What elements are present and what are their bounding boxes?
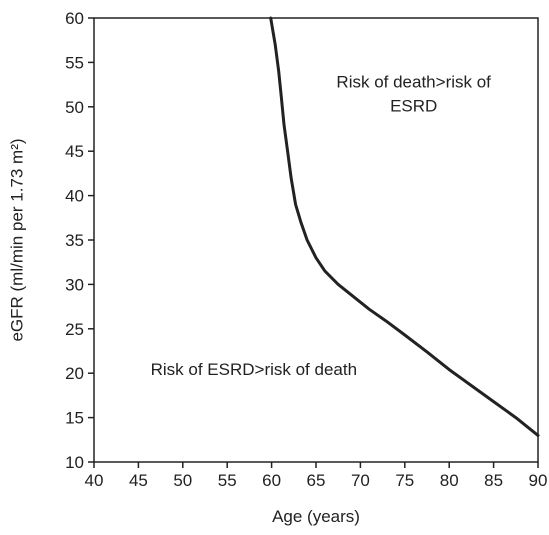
plot-area bbox=[269, 16, 540, 437]
risk-threshold-curve bbox=[269, 16, 540, 437]
annotation-0-line-1: ESRD bbox=[390, 96, 437, 115]
axis-ticks: 40 45 50 55 60 65 70 75 80 85 90 10 15 20 25 30 35 40 45 50… bbox=[65, 9, 547, 490]
y-tick-label-50: 50 bbox=[65, 98, 84, 117]
annotation-1-line-0: Risk of ESRD>risk of death bbox=[151, 360, 357, 379]
y-axis-label: eGFR (ml/min per 1.73 m²) bbox=[7, 138, 26, 341]
y-tick-label-20: 20 bbox=[65, 364, 84, 383]
y-tick-label-45: 45 bbox=[65, 142, 84, 161]
x-tick-label-70: 70 bbox=[351, 471, 370, 490]
x-tick-label-65: 65 bbox=[307, 471, 326, 490]
y-tick-label-10: 10 bbox=[65, 453, 84, 472]
annotation-0-line-0: Risk of death>risk of bbox=[336, 72, 491, 91]
annotations: Risk of death>risk of ESRD Risk of ESRD>ri… bbox=[151, 72, 492, 378]
plot-frame bbox=[93, 17, 539, 463]
y-tick-label-15: 15 bbox=[65, 409, 84, 428]
y-tick-label-55: 55 bbox=[65, 53, 84, 72]
x-axis-label: Age (years) bbox=[272, 507, 360, 526]
y-tick-label-35: 35 bbox=[65, 231, 84, 250]
x-tick-label-80: 80 bbox=[440, 471, 459, 490]
x-tick-label-85: 85 bbox=[484, 471, 503, 490]
y-tick-label-30: 30 bbox=[65, 275, 84, 294]
x-tick-label-50: 50 bbox=[173, 471, 192, 490]
x-tick-label-40: 40 bbox=[85, 471, 104, 490]
x-tick-label-60: 60 bbox=[262, 471, 281, 490]
y-tick-label-40: 40 bbox=[65, 187, 84, 206]
x-tick-label-90: 90 bbox=[529, 471, 548, 490]
x-tick-label-75: 75 bbox=[395, 471, 414, 490]
x-tick-label-45: 45 bbox=[129, 471, 148, 490]
x-tick-label-55: 55 bbox=[218, 471, 237, 490]
y-tick-label-60: 60 bbox=[65, 9, 84, 28]
y-tick-label-25: 25 bbox=[65, 320, 84, 339]
